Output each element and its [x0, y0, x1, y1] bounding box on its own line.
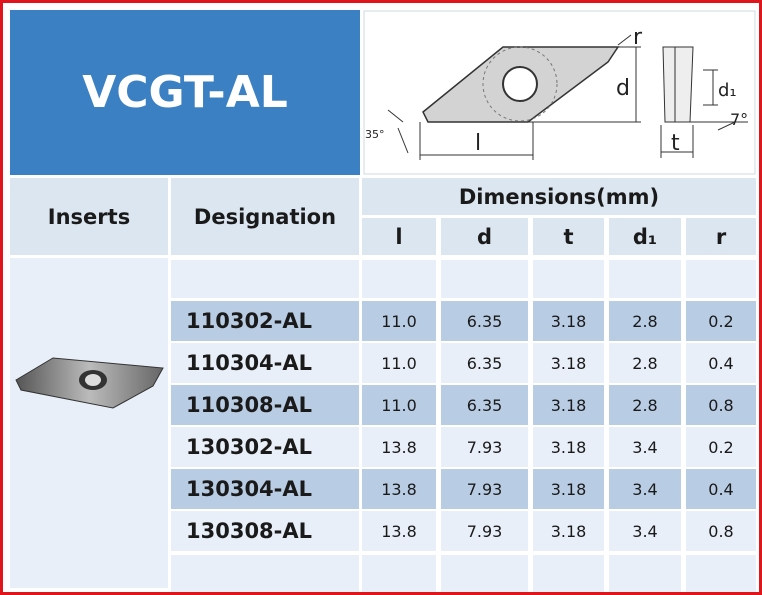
column-header: l — [362, 218, 436, 255]
empty-cell — [362, 555, 436, 592]
dimension-value: 0.4 — [686, 343, 756, 383]
dimension-value: 3.18 — [533, 427, 604, 467]
empty-cell — [609, 260, 681, 298]
dimension-value: 0.4 — [686, 469, 756, 509]
dimension-value: 11.0 — [362, 385, 436, 425]
empty-cell — [686, 555, 756, 592]
empty-cell — [609, 555, 681, 592]
dimension-value: 13.8 — [362, 511, 436, 551]
designation: 130304-AL — [171, 469, 359, 509]
dimension-value: 7.93 — [441, 511, 528, 551]
dimension-value: 6.35 — [441, 385, 528, 425]
designation: 110308-AL — [171, 385, 359, 425]
dimension-value: 3.18 — [533, 385, 604, 425]
dimension-value: 0.2 — [686, 301, 756, 341]
dimension-value: 0.8 — [686, 511, 756, 551]
dimension-value: 3.18 — [533, 469, 604, 509]
dimension-value: 0.8 — [686, 385, 756, 425]
dimension-value: 2.8 — [609, 385, 681, 425]
dimension-value: 11.0 — [362, 343, 436, 383]
label-l: l — [475, 131, 481, 156]
dimension-value: 3.4 — [609, 469, 681, 509]
designation: 110304-AL — [171, 343, 359, 383]
dimension-value: 2.8 — [609, 343, 681, 383]
designation: 130302-AL — [171, 427, 359, 467]
dimension-value: 2.8 — [609, 301, 681, 341]
empty-cell — [362, 260, 436, 298]
insert-cell — [10, 258, 168, 588]
dimension-value: 0.2 — [686, 427, 756, 467]
dimension-value: 3.18 — [533, 343, 604, 383]
label-d: d — [616, 76, 630, 101]
diagram: r d d₁ 7° 35° l t — [363, 10, 756, 175]
insert-image — [15, 357, 164, 409]
label-r: r — [633, 25, 643, 50]
label-35deg: 35° — [365, 128, 385, 141]
header-inserts: Inserts — [10, 178, 168, 255]
label-t: t — [671, 131, 680, 156]
header-designation: Designation — [171, 178, 359, 255]
empty-cell — [441, 555, 528, 592]
header-dimensions: Dimensions(mm) — [362, 178, 756, 215]
dimension-value: 13.8 — [362, 427, 436, 467]
designation: 110302-AL — [171, 301, 359, 341]
label-7deg: 7° — [730, 110, 748, 129]
dimension-value: 3.18 — [533, 301, 604, 341]
dimension-value: 7.93 — [441, 427, 528, 467]
hole — [502, 66, 538, 102]
dimension-value: 6.35 — [441, 301, 528, 341]
empty-cell — [171, 260, 359, 298]
column-header: d₁ — [609, 218, 681, 255]
dimension-value: 3.4 — [609, 511, 681, 551]
column-header: r — [686, 218, 756, 255]
label-d1: d₁ — [718, 80, 737, 101]
empty-cell — [171, 555, 359, 592]
inscribed-circle — [482, 46, 558, 122]
dimension-value: 3.18 — [533, 511, 604, 551]
dimension-lines — [387, 34, 748, 160]
column-header: t — [533, 218, 604, 255]
title: VCGT-AL — [10, 10, 360, 175]
dimension-value: 6.35 — [441, 343, 528, 383]
insert-hole-inner — [85, 374, 101, 386]
dimension-value: 11.0 — [362, 301, 436, 341]
dimension-value: 3.4 — [609, 427, 681, 467]
empty-cell — [533, 555, 604, 592]
designation: 130308-AL — [171, 511, 359, 551]
empty-cell — [686, 260, 756, 298]
empty-cell — [533, 260, 604, 298]
empty-cell — [441, 260, 528, 298]
dimension-value: 13.8 — [362, 469, 436, 509]
column-header: d — [441, 218, 528, 255]
dimension-value: 7.93 — [441, 469, 528, 509]
